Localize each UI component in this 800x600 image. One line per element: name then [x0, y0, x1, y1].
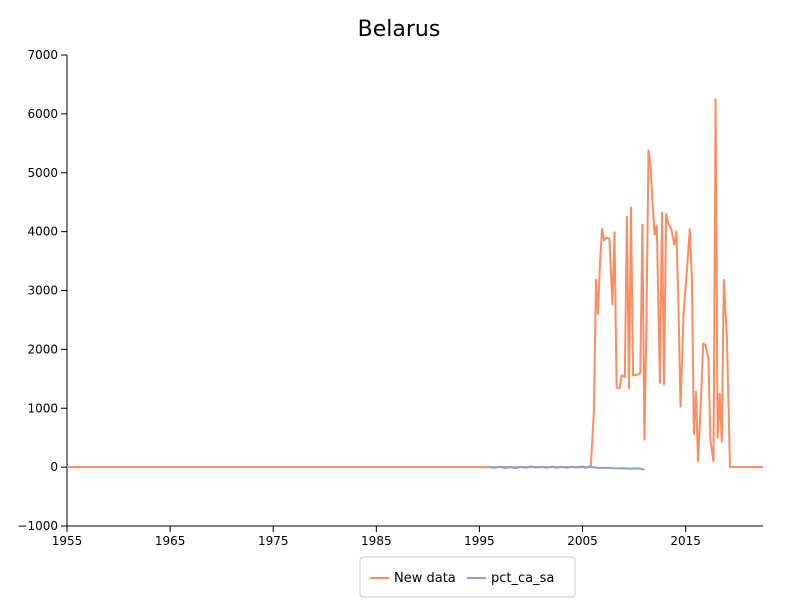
- x-tick-label: 1975: [258, 534, 289, 548]
- y-tick-label: 6000: [27, 107, 58, 121]
- x-tick-label: 1985: [361, 534, 392, 548]
- y-tick-label: 2000: [27, 342, 58, 356]
- series-line-new-data: [67, 98, 763, 469]
- series-line-pct-ca-sa: [489, 465, 645, 471]
- y-tick-label: 0: [50, 460, 58, 474]
- y-tick-label: 7000: [27, 48, 58, 62]
- y-tick-label: 5000: [27, 166, 58, 180]
- axes: −1000 0 1000 2000 3000 4000 5000 6000 7000 1955 19…: [17, 48, 763, 548]
- legend-label: New data: [394, 571, 456, 586]
- y-tick-label: 3000: [27, 284, 58, 298]
- x-tick-label: 2015: [670, 534, 701, 548]
- chart-title: Belarus: [358, 17, 441, 42]
- y-tick-label: 1000: [27, 401, 58, 415]
- legend: New data pct_ca_sa: [359, 556, 576, 598]
- x-tick-label: 1995: [464, 534, 495, 548]
- legend-label: pct_ca_sa: [491, 571, 554, 586]
- y-tick-label: 4000: [27, 225, 58, 239]
- x-tick-label: 2005: [567, 534, 598, 548]
- x-tick-label: 1955: [52, 534, 83, 548]
- x-tick-label: 1965: [155, 534, 186, 548]
- y-tick-label: −1000: [17, 519, 58, 533]
- series-layer: [67, 98, 763, 471]
